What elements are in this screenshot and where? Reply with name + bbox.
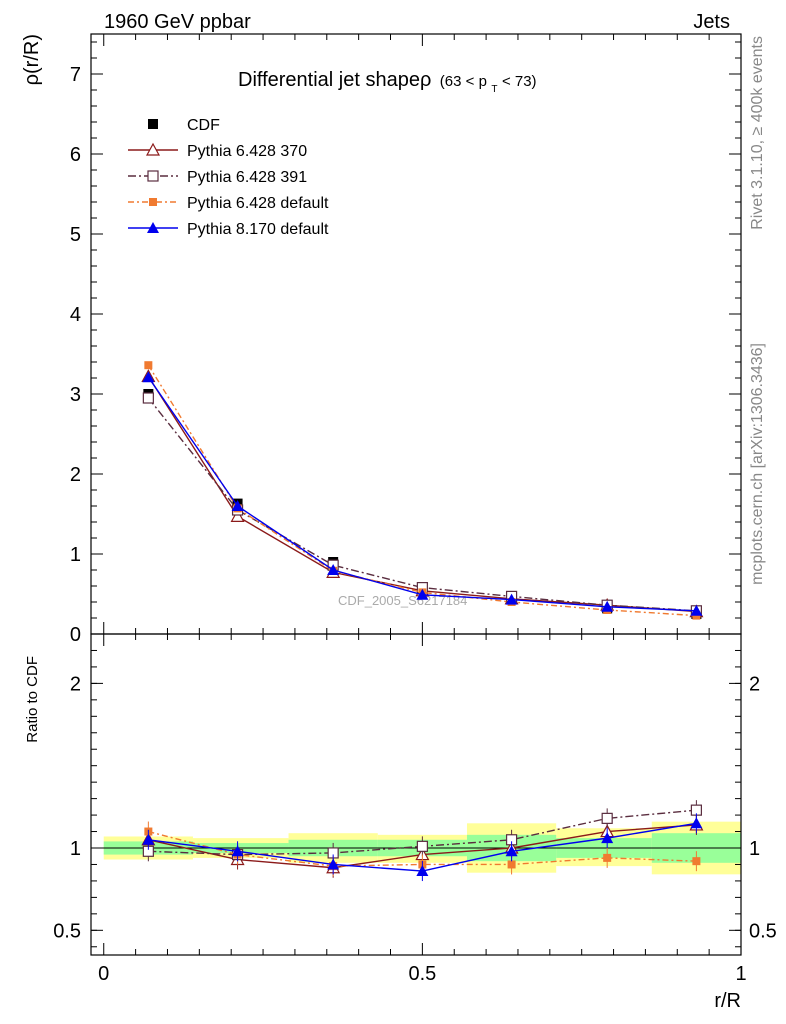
ratio-y-tick-label-left: 0.5 xyxy=(53,920,81,942)
legend-entry-label: Pythia 8.170 default xyxy=(187,221,329,238)
legend-marker xyxy=(149,198,157,206)
ratio-y-axis-label: Ratio to CDF xyxy=(24,656,41,743)
ratio-data-point xyxy=(142,833,155,845)
main-data-point xyxy=(601,600,614,612)
legend-marker xyxy=(147,222,159,233)
x-axis-label: r/R xyxy=(714,990,741,1012)
main-data-point xyxy=(416,588,429,600)
ratio-data-point xyxy=(231,845,244,857)
header-right: Jets xyxy=(693,11,730,33)
ratio-data-point xyxy=(507,860,516,869)
chart-title: Differential jet shapeρ (63 < p T < 73) xyxy=(238,69,537,96)
main-series-line xyxy=(147,364,697,617)
main-data-point xyxy=(142,392,154,404)
ratio-data-point xyxy=(603,853,612,862)
ratio-data-point xyxy=(692,857,701,866)
mcplots-label: mcplots.cern.ch [arXiv:1306.3436] xyxy=(749,343,766,585)
main-data-point xyxy=(144,361,153,370)
title-sub-open: (63 < p xyxy=(440,73,487,90)
ratio-plot-frame xyxy=(90,633,742,956)
main-data-point xyxy=(690,604,703,616)
legend-entry-label: Pythia 6.428 370 xyxy=(187,143,307,160)
main-panel: 0 1 2 3 4 5 6 7 xyxy=(70,33,742,646)
legend: CDF Pythia 6.428 370 Pythia 6.428 391 Pythi… xyxy=(128,117,329,238)
ratio-data-point xyxy=(416,865,429,877)
title-sub-close: < 73) xyxy=(502,73,537,90)
ratio-y-tick-label-left: 2 xyxy=(70,673,81,695)
ratio-y-tick-label-right: 1 xyxy=(749,838,760,860)
ratio-data-point xyxy=(601,832,614,844)
legend-marker xyxy=(147,170,159,182)
analysis-watermark: CDF_2005_S6217184 xyxy=(338,593,467,608)
main-y-tick-label: 1 xyxy=(70,544,81,566)
ratio-data-point xyxy=(690,817,703,829)
legend-entry-label: CDF xyxy=(187,117,220,134)
ratio-y-tick-label-right: 2 xyxy=(749,673,760,695)
main-data-point xyxy=(231,500,244,511)
x-tick-label: 0.5 xyxy=(408,963,436,985)
legend-entry-label: Pythia 6.428 default xyxy=(187,195,329,212)
rivet-label: Rivet 3.1.10, ≥ 400k events xyxy=(749,36,766,230)
main-y-tick-label: 4 xyxy=(70,304,81,326)
main-y-tick-label: 2 xyxy=(70,464,81,486)
x-tick-label: 0 xyxy=(98,963,109,985)
ratio-data-point xyxy=(505,845,518,857)
main-y-tick-label: 3 xyxy=(70,384,81,406)
ratio-y-tick-label-left: 1 xyxy=(70,838,81,860)
ratio-y-tick-label-right: 0.5 xyxy=(749,920,777,942)
main-y-tick-label: 5 xyxy=(70,224,81,246)
x-tick-label: 1 xyxy=(735,963,746,985)
main-y-tick-label: 7 xyxy=(70,64,81,86)
header-left: 1960 GeV ppbar xyxy=(104,11,251,33)
main-data-point xyxy=(142,371,155,383)
main-y-axis-label: ρ(r/R) xyxy=(21,34,43,85)
main-y-tick-label: 6 xyxy=(70,144,81,166)
main-series-line xyxy=(147,376,697,612)
title-sub-index: T xyxy=(491,84,497,95)
main-series-line xyxy=(147,376,697,613)
main-y-tick-label: 0 xyxy=(70,624,81,646)
legend-marker xyxy=(148,119,158,129)
ratio-data-point xyxy=(327,858,340,870)
main-data-point xyxy=(230,509,245,523)
main-data-point xyxy=(327,564,340,575)
legend-marker xyxy=(145,142,161,156)
main-data-point xyxy=(505,593,518,605)
ratio-data-point xyxy=(416,840,428,852)
legend-entry-label: Pythia 6.428 391 xyxy=(187,169,307,186)
ratio-panel: 0 0.5 10.5 0.51 12 2 xyxy=(53,633,777,985)
ratio-data-point xyxy=(601,812,613,824)
title-main: Differential jet shapeρ xyxy=(238,69,431,91)
